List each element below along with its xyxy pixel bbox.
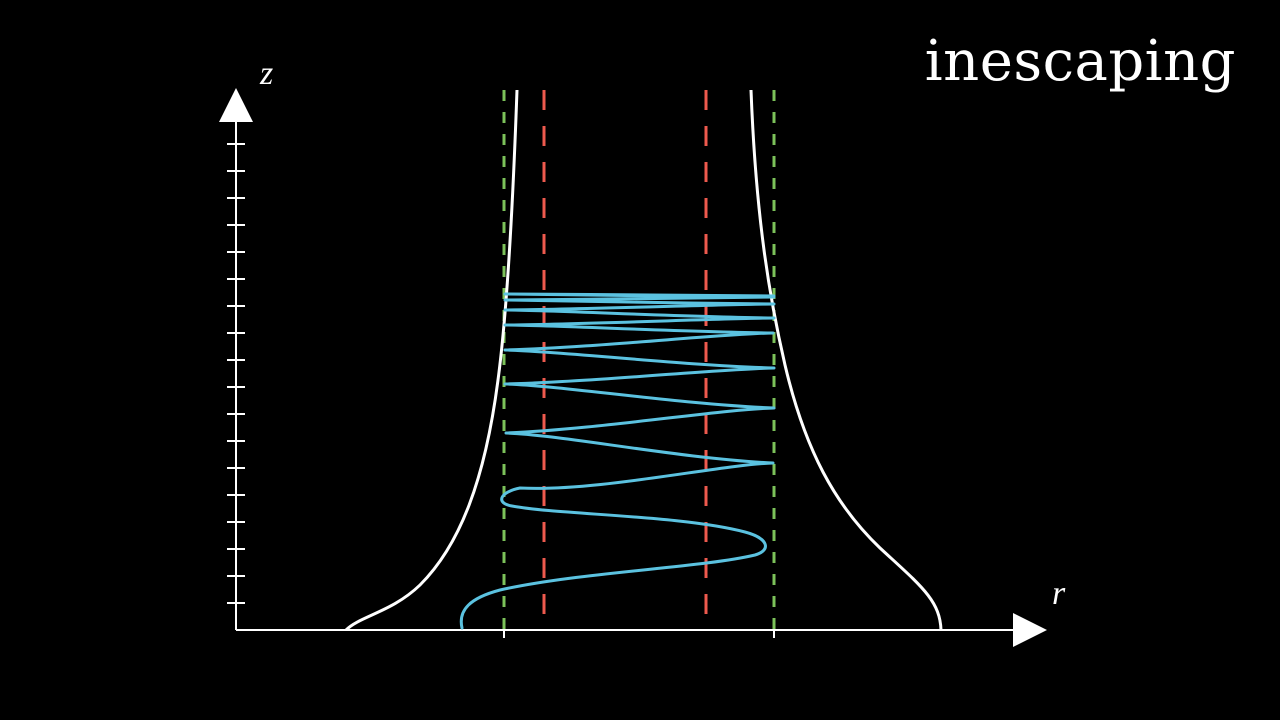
z-axis-arrowhead — [219, 88, 253, 122]
z-axis-label: z — [259, 55, 273, 92]
trajectory-spiral — [459, 292, 776, 630]
r-axis-label: r — [1052, 575, 1066, 612]
boundary-curve-right — [749, 89, 943, 631]
z-axis-ticks — [227, 143, 245, 604]
boundary-curve-left — [344, 89, 519, 632]
scene-title: inescaping — [924, 29, 1236, 94]
r-axis-arrowhead — [1013, 613, 1047, 647]
